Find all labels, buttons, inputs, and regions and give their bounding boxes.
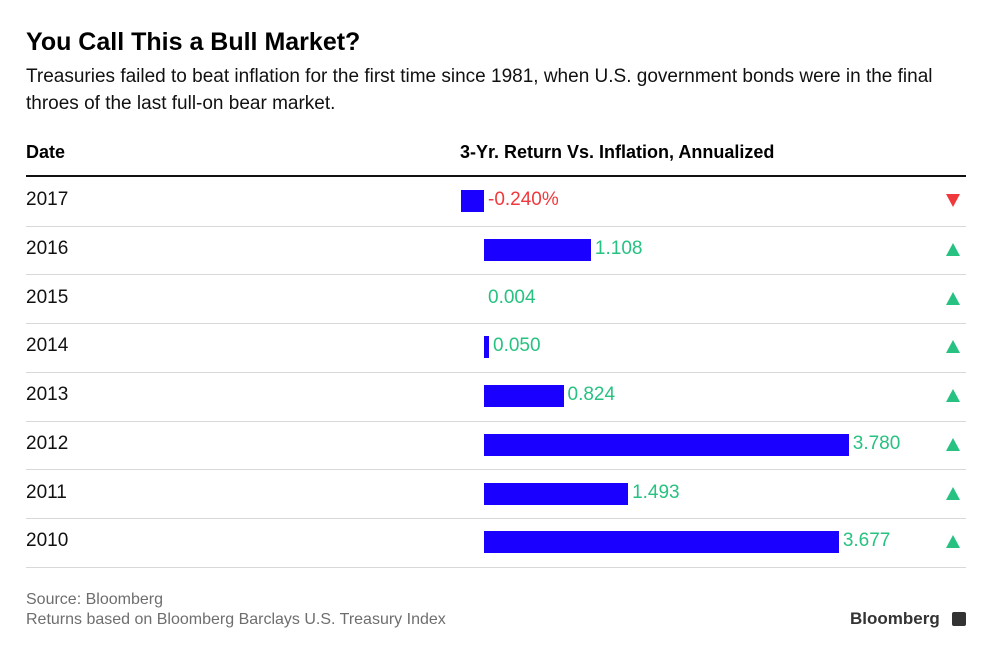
year-label: 2016 bbox=[26, 238, 69, 260]
row-divider bbox=[26, 274, 966, 276]
up-arrow-icon bbox=[946, 340, 960, 354]
row-divider bbox=[26, 371, 966, 373]
bar bbox=[484, 433, 849, 456]
source-text: Source: Bloomberg bbox=[26, 591, 163, 608]
date-column-header: Date bbox=[26, 142, 66, 162]
index-note: Returns based on Bloomberg Barclays U.S.… bbox=[26, 611, 446, 628]
row-divider bbox=[26, 469, 966, 471]
year-label: 2014 bbox=[26, 335, 69, 357]
value-label: 3.677 bbox=[842, 530, 891, 552]
bar bbox=[484, 531, 839, 554]
row-divider bbox=[26, 566, 966, 568]
row-divider bbox=[26, 420, 966, 422]
chart-subtitle: Treasuries failed to beat inflation for … bbox=[26, 66, 933, 114]
year-label: 2011 bbox=[26, 481, 67, 503]
up-arrow-icon bbox=[946, 389, 960, 403]
year-label: 2017 bbox=[26, 189, 69, 211]
year-label: 2010 bbox=[26, 530, 69, 552]
row-divider bbox=[26, 225, 966, 227]
up-arrow-icon bbox=[946, 437, 960, 451]
bloomberg-chart-icon bbox=[952, 612, 966, 626]
value-label: 3.780 bbox=[852, 432, 901, 454]
value-label: 1.493 bbox=[632, 481, 680, 503]
row-divider bbox=[26, 323, 966, 325]
header-rule bbox=[26, 175, 966, 177]
up-arrow-icon bbox=[946, 243, 960, 257]
value-label: -0.240% bbox=[488, 189, 559, 211]
row-divider bbox=[26, 517, 966, 519]
year-label: 2015 bbox=[26, 286, 69, 308]
bar bbox=[484, 239, 591, 262]
value-label: 1.108 bbox=[594, 238, 643, 260]
bar bbox=[484, 336, 489, 359]
value-label: 0.004 bbox=[488, 286, 536, 308]
bar bbox=[484, 385, 564, 408]
bar bbox=[484, 482, 629, 505]
chart-title: You Call This a Bull Market? bbox=[26, 28, 361, 56]
source-note: Source: Bloomberg Returns based on Bloom… bbox=[26, 590, 446, 630]
bar bbox=[460, 190, 484, 213]
value-label: 0.050 bbox=[493, 335, 541, 357]
down-arrow-icon bbox=[946, 194, 960, 208]
up-arrow-icon bbox=[946, 486, 960, 500]
up-arrow-icon bbox=[946, 535, 960, 549]
bloomberg-logo: Bloomberg bbox=[850, 609, 940, 628]
up-arrow-icon bbox=[946, 291, 960, 305]
year-label: 2012 bbox=[26, 432, 69, 454]
year-label: 2013 bbox=[26, 384, 69, 406]
value-label: 0.824 bbox=[567, 384, 616, 406]
value-column-header: 3-Yr. Return Vs. Inflation, Annualized bbox=[460, 142, 775, 162]
